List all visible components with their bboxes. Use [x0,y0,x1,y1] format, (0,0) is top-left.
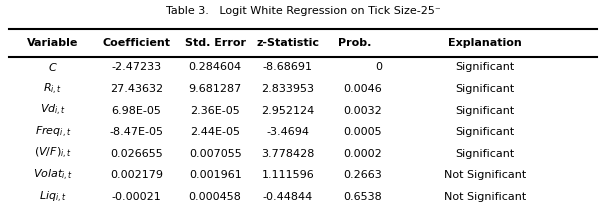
Text: $C$: $C$ [48,61,58,73]
Text: 0.0005: 0.0005 [343,127,382,137]
Text: Not Significant: Not Significant [444,192,526,202]
Text: -2.47233: -2.47233 [112,62,161,72]
Text: 0.0032: 0.0032 [343,106,382,116]
Text: Significant: Significant [455,84,514,94]
Text: 0.0046: 0.0046 [343,84,382,94]
Text: Coefficient: Coefficient [102,38,170,48]
Text: 0.0002: 0.0002 [343,149,382,159]
Text: Significant: Significant [455,149,514,159]
Text: 0.2663: 0.2663 [343,170,382,180]
Text: 0.026655: 0.026655 [110,149,163,159]
Text: 9.681287: 9.681287 [188,84,242,94]
Text: 6.98E-05: 6.98E-05 [112,106,161,116]
Text: 2.833953: 2.833953 [261,84,315,94]
Text: 2.952124: 2.952124 [261,106,315,116]
Text: -0.00021: -0.00021 [112,192,161,202]
Text: Table 3.   Logit White Regression on Tick Size-25⁻: Table 3. Logit White Regression on Tick … [165,6,441,16]
Text: $Liq_{i,t}$: $Liq_{i,t}$ [39,189,67,202]
Text: -8.47E-05: -8.47E-05 [109,127,164,137]
Text: 0.000458: 0.000458 [188,192,242,202]
Text: 0.002179: 0.002179 [110,170,163,180]
Text: -8.68691: -8.68691 [263,62,313,72]
Text: $Volat_{i,t}$: $Volat_{i,t}$ [33,168,73,183]
Text: Prob.: Prob. [338,38,371,48]
Text: Significant: Significant [455,62,514,72]
Text: Significant: Significant [455,106,514,116]
Text: 27.43632: 27.43632 [110,84,163,94]
Text: -3.4694: -3.4694 [267,127,309,137]
Text: 1.111596: 1.111596 [261,170,315,180]
Text: 0.001961: 0.001961 [188,170,242,180]
Text: 3.778428: 3.778428 [261,149,315,159]
Text: $R_{i,t}$: $R_{i,t}$ [44,81,62,97]
Text: 2.44E-05: 2.44E-05 [190,127,240,137]
Text: $Freq_{i,t}$: $Freq_{i,t}$ [35,125,71,140]
Text: 2.36E-05: 2.36E-05 [190,106,240,116]
Text: Significant: Significant [455,127,514,137]
Text: Not Significant: Not Significant [444,170,526,180]
Text: 0.284604: 0.284604 [188,62,242,72]
Text: -0.44844: -0.44844 [263,192,313,202]
Text: Explanation: Explanation [448,38,522,48]
Text: 0.6538: 0.6538 [343,192,382,202]
Text: z-Statistic: z-Statistic [256,38,319,48]
Text: $(V/F)_{i,t}$: $(V/F)_{i,t}$ [34,146,72,161]
Text: $Vd_{i,t}$: $Vd_{i,t}$ [40,103,66,118]
Text: Std. Error: Std. Error [185,38,245,48]
Text: 0: 0 [375,62,382,72]
Text: Variable: Variable [27,38,79,48]
Text: 0.007055: 0.007055 [188,149,242,159]
